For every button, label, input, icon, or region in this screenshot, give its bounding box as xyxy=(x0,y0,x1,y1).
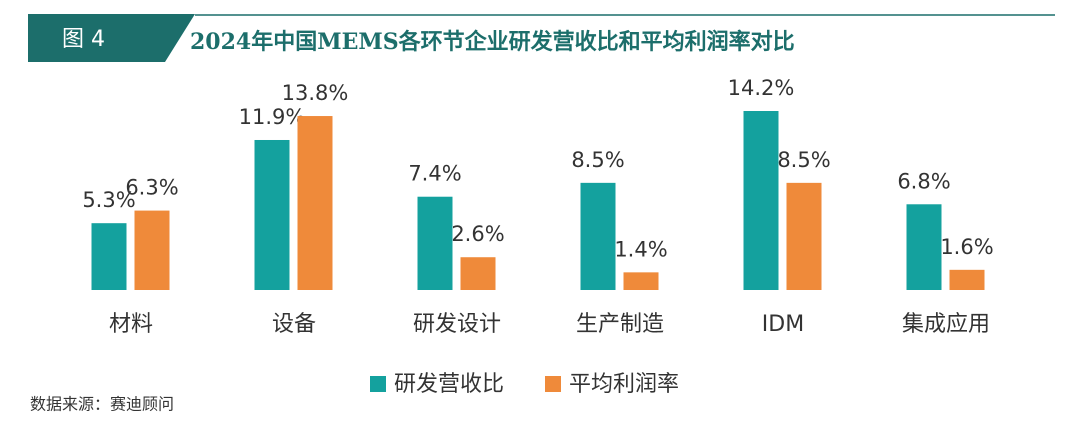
figure-label-box xyxy=(28,14,195,62)
value-label: 1.4% xyxy=(614,237,667,261)
value-label: 1.6% xyxy=(940,235,993,259)
bar xyxy=(786,182,822,290)
bar xyxy=(460,257,496,290)
legend-swatch xyxy=(370,376,386,392)
value-label: 6.3% xyxy=(125,176,178,200)
bar xyxy=(623,272,659,290)
x-tick-label: 设备 xyxy=(272,312,316,337)
bar xyxy=(134,210,170,290)
bar xyxy=(91,223,127,290)
bar xyxy=(580,182,616,290)
x-tick-label: 研发设计 xyxy=(413,312,501,337)
value-label: 7.4% xyxy=(408,162,461,186)
x-tick-label: 生产制造 xyxy=(576,312,664,337)
bar xyxy=(297,116,333,290)
value-label: 8.5% xyxy=(777,148,830,172)
bar xyxy=(949,269,985,290)
x-tick-label: 集成应用 xyxy=(902,312,990,337)
legend-label: 研发营收比 xyxy=(394,372,504,397)
value-label: 6.8% xyxy=(897,169,950,193)
source-note: 数据来源：赛迪顾问 xyxy=(30,395,174,414)
bar xyxy=(417,196,453,290)
legend-label: 平均利润率 xyxy=(569,372,679,397)
value-label: 2.6% xyxy=(451,222,504,246)
figure-label: 图 4 xyxy=(62,27,105,52)
chart-title: 2024年中国MEMS各环节企业研发营收比和平均利润率对比 xyxy=(190,29,795,55)
bar xyxy=(906,204,942,290)
value-label: 8.5% xyxy=(571,148,624,172)
bar xyxy=(743,111,779,290)
x-tick-label: 材料 xyxy=(109,312,153,337)
value-label: 5.3% xyxy=(82,188,135,212)
value-label: 14.2% xyxy=(728,76,795,100)
x-tick-label: IDM xyxy=(762,312,804,337)
legend-swatch xyxy=(545,376,561,392)
bar xyxy=(254,139,290,290)
value-label: 11.9% xyxy=(239,105,306,129)
value-label: 13.8% xyxy=(282,81,349,105)
